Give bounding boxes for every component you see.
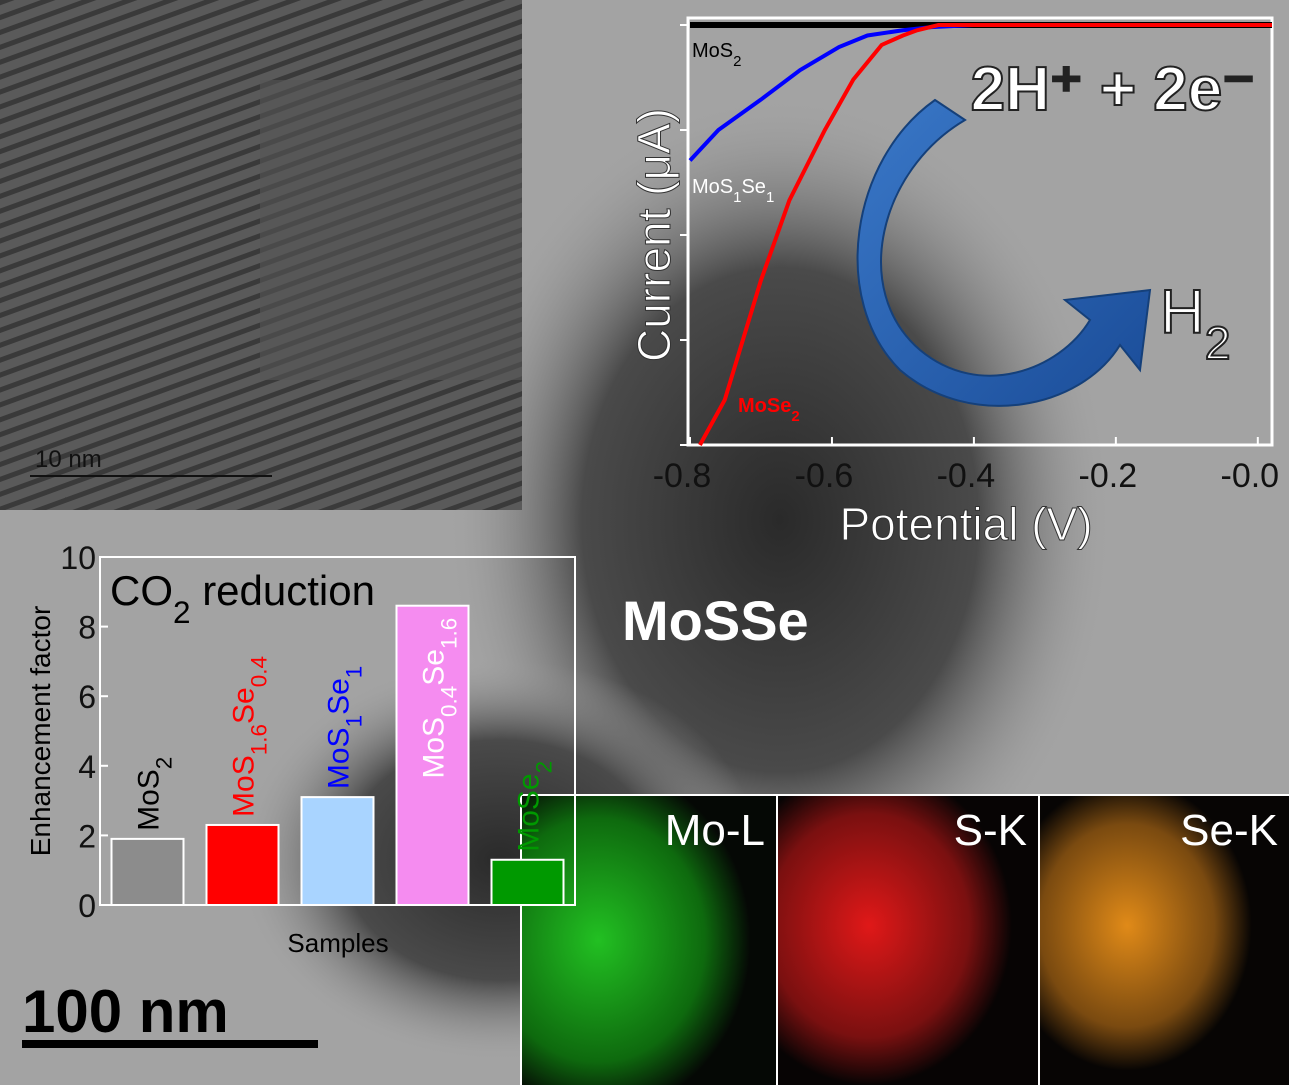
bar — [110, 837, 185, 907]
x-tick-label: -0.8 — [653, 457, 712, 495]
category-label: MoS1Se1 — [323, 666, 367, 789]
x-axis-label: Potential (V) — [839, 498, 1092, 550]
product: H2 — [1160, 278, 1231, 369]
hrtem-region — [260, 80, 522, 380]
eds-map — [522, 795, 776, 1085]
eds-map — [1040, 795, 1289, 1085]
bar — [490, 858, 565, 907]
eds-borders — [520, 794, 1289, 1085]
reactants: 2H⁺ + 2e⁻ — [971, 55, 1255, 124]
tem-scale-label: 100 nm — [22, 978, 229, 1045]
chart-title: CO2 reduction — [110, 567, 375, 630]
bar — [205, 823, 280, 907]
y-axis-label: Current (μA) — [628, 108, 680, 362]
x-tick-label: -0.0 — [1221, 457, 1280, 495]
x-axis-label: Samples — [287, 928, 388, 958]
eds-label: Se-K — [1180, 806, 1278, 855]
tem-scale-bar — [22, 1040, 318, 1048]
y-tick-label: 10 — [60, 540, 96, 576]
series-label: MoSe2 — [738, 395, 800, 425]
bar — [395, 604, 470, 906]
x-tick-label: -0.6 — [795, 457, 854, 495]
eds-label: Mo-L — [665, 806, 765, 855]
y-tick-label: 2 — [78, 818, 96, 854]
x-tick-label: -0.4 — [937, 457, 996, 495]
x-tick-label: -0.2 — [1079, 457, 1138, 495]
category-label: MoS0.4Se1.6 — [418, 618, 462, 779]
series-label: MoS2 — [692, 40, 741, 70]
eds-map — [778, 795, 1038, 1085]
category-label: MoSe2 — [513, 761, 557, 852]
eds-label: S-K — [954, 806, 1027, 855]
category-label: MoS2 — [133, 757, 177, 831]
plot-frame — [686, 16, 1274, 447]
material-label: MoSSe — [622, 589, 809, 652]
y-tick-label: 0 — [78, 888, 96, 924]
series-label: MoS1Se1 — [692, 176, 774, 206]
y-tick-label: 4 — [78, 749, 96, 785]
hrtem-scale-label: 10 nm — [35, 446, 102, 473]
y-axis-label: Enhancement factor — [25, 606, 56, 857]
category-label: MoS1.6Se0.4 — [228, 656, 272, 817]
y-tick-label: 8 — [78, 610, 96, 646]
bar — [300, 796, 375, 906]
y-tick-label: 6 — [78, 679, 96, 715]
reaction-arrow — [856, 98, 1152, 407]
series-line — [698, 23, 1272, 446]
